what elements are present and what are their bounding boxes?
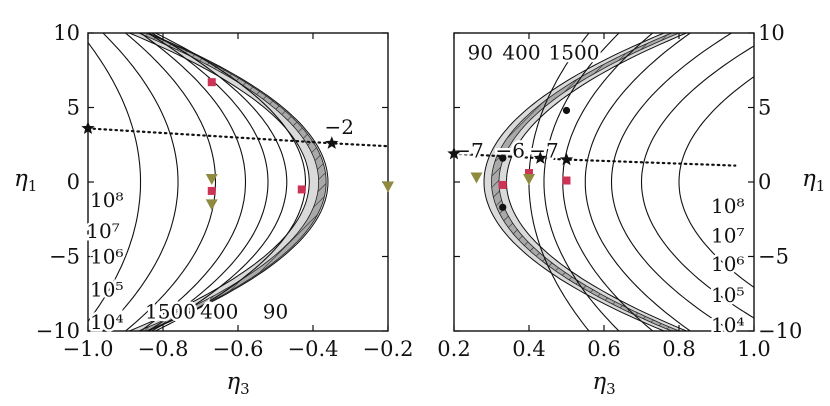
- hatched-band: [137, 33, 327, 331]
- square-marker: [297, 185, 306, 194]
- square-marker: [207, 186, 216, 195]
- contour-label: 1500: [145, 300, 196, 324]
- x-tick-label: −0.2: [363, 337, 414, 361]
- y-tick-label: 5: [758, 96, 771, 120]
- hatched-band: [491, 33, 681, 331]
- star-marker: [447, 146, 461, 160]
- y-tick-label: 5: [67, 96, 80, 120]
- y-axis-label: η1: [802, 166, 825, 195]
- plot-area: [483, 33, 754, 331]
- x-tick-label: 0.2: [437, 337, 470, 361]
- y-tick-label: −5: [758, 245, 789, 269]
- contour-line: [88, 41, 142, 323]
- contour-label: 10⁵: [711, 283, 744, 307]
- y-tick-label: 10: [53, 21, 80, 45]
- left-panel: −1.0 −0.8 −0.6 −0.4 −0.21050−5−10η3η110⁸10⁷1…: [14, 21, 414, 398]
- dot-marker: [562, 106, 571, 115]
- contour-label: 10⁴: [90, 310, 123, 334]
- triangle-marker: [382, 181, 394, 193]
- contour-label: 10⁷: [86, 219, 119, 243]
- contour-line: [154, 33, 307, 331]
- y-tick-label: 0: [67, 170, 80, 194]
- y-axis-label: η1: [14, 166, 37, 195]
- contour-label: 90: [263, 300, 288, 324]
- square-marker: [498, 180, 507, 189]
- dot-marker: [499, 154, 507, 162]
- band-edge: [483, 33, 666, 331]
- contour-line: [543, 33, 620, 331]
- triangle-marker: [205, 174, 218, 186]
- y-tick-label: 0: [758, 170, 771, 194]
- x-tick-label: 1.0: [737, 337, 770, 361]
- y-axis-label-sub: 1: [816, 177, 826, 195]
- triangle-marker: [205, 199, 218, 211]
- y-tick-label: −10: [758, 319, 802, 343]
- x-tick-label: 0.6: [587, 337, 620, 361]
- y-axis-label-sub: 1: [28, 177, 38, 195]
- contour-line: [562, 33, 654, 331]
- square-marker: [207, 78, 216, 87]
- square-marker: [525, 169, 533, 178]
- dot-marker: [499, 203, 507, 211]
- triangle-marker: [523, 174, 535, 186]
- contour-line: [584, 33, 692, 331]
- x-axis-label: η3: [592, 369, 615, 398]
- x-axis-label: η3: [226, 369, 249, 398]
- y-tick-label: −10: [36, 319, 80, 343]
- band-edge: [146, 33, 329, 331]
- right-panel: 0.2 0.4 0.6 0.8 1.0 10 5 0 −5 −10 η3 η1 90 400 1500 −7 −…: [437, 21, 825, 398]
- contour-label: 10⁷: [711, 224, 744, 248]
- contour-label: 1500: [549, 40, 600, 64]
- contour-label: −2: [325, 115, 354, 139]
- uncertainty-band: [129, 33, 328, 331]
- contour-label: 400: [200, 300, 238, 324]
- contour-line: [124, 33, 217, 331]
- contour-line: [102, 33, 179, 331]
- contour-label: 10⁶: [90, 245, 123, 269]
- y-tick-label: −5: [49, 245, 80, 269]
- x-axis-label-sub: 3: [606, 380, 616, 398]
- star-marker: [81, 121, 95, 134]
- x-tick-label: −0.8: [138, 337, 189, 361]
- x-axis-label-sub: 3: [240, 380, 250, 398]
- x-tick-label: 0.8: [662, 337, 695, 361]
- contour-line: [139, 33, 247, 331]
- x-tick-label: −0.6: [213, 337, 264, 361]
- x-tick-label: −1.0: [63, 337, 114, 361]
- star-marker: [559, 152, 574, 166]
- triangle-marker: [470, 172, 483, 184]
- x-tick-label: −0.4: [288, 337, 339, 361]
- contour-label: −7: [529, 139, 558, 163]
- star-marker: [533, 151, 547, 164]
- star-marker: [325, 136, 339, 149]
- contour-line: [678, 75, 754, 289]
- contour-line: [146, 33, 269, 331]
- contour-line: [640, 45, 754, 319]
- contour-label: 90: [468, 40, 493, 64]
- contour-label: 10⁸: [90, 188, 123, 212]
- contour-label: 10⁶: [711, 252, 744, 276]
- y-tick-label: 10: [758, 21, 785, 45]
- contour-label: 10⁵: [90, 277, 123, 301]
- dotted-line: [452, 152, 737, 167]
- square-marker: [562, 176, 571, 185]
- contour-line: [610, 33, 733, 331]
- x-tick-label: 0.4: [512, 337, 545, 361]
- plot-area: [88, 33, 329, 331]
- contour-label: 400: [502, 40, 540, 64]
- uncertainty-band: [484, 33, 687, 331]
- contour-label: 10⁸: [711, 194, 744, 218]
- contour-label: −7: [454, 139, 483, 163]
- contour-line: [150, 33, 288, 331]
- band-edge: [505, 33, 688, 331]
- contour-label: 10⁴: [711, 313, 744, 337]
